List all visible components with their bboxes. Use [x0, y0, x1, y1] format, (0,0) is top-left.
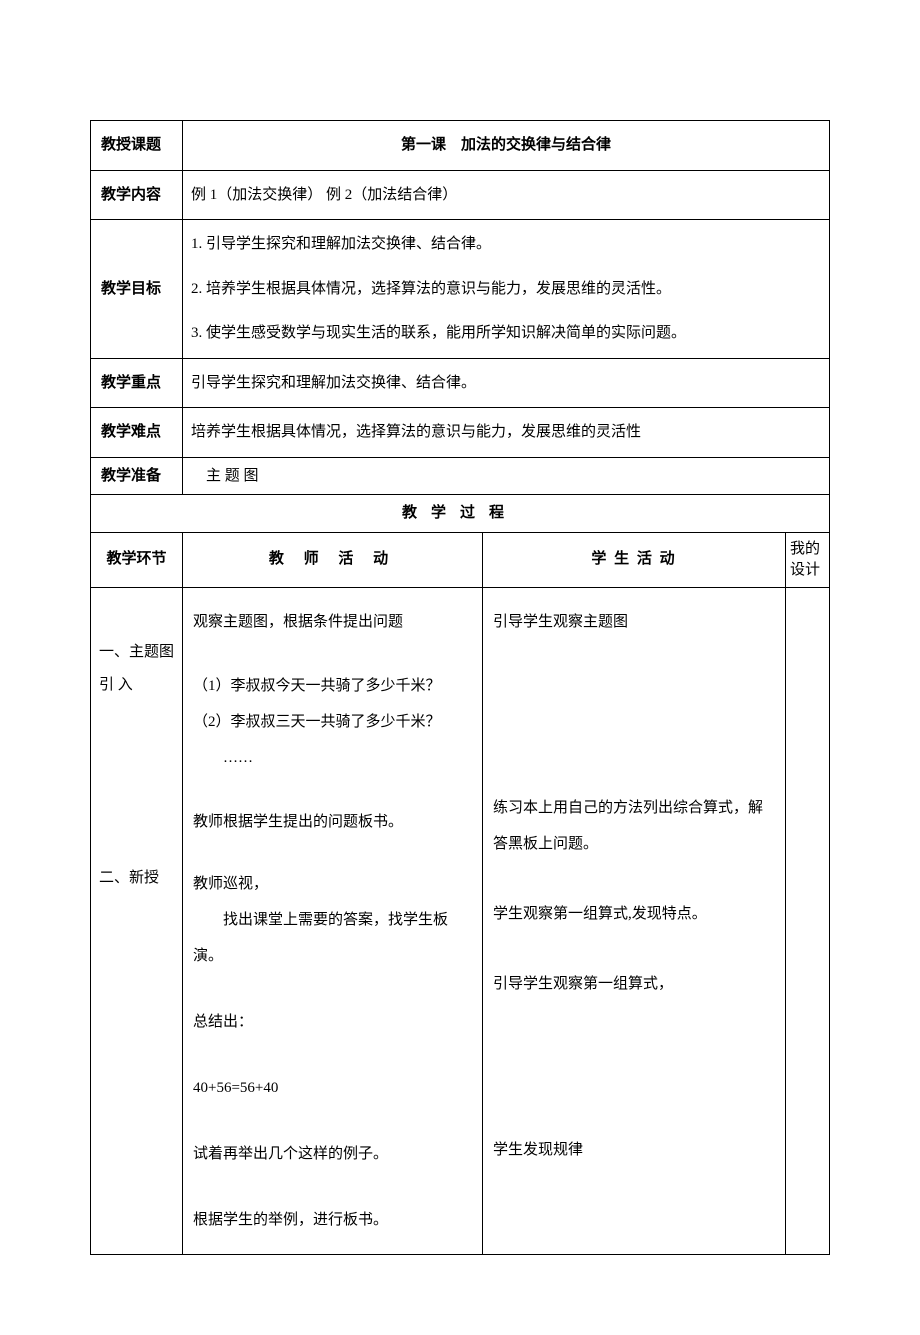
row-keypoint: 教学重点 引导学生探究和理解加法交换律、结合律。	[91, 358, 830, 408]
t-line-2: （1）李叔叔今天一共骑了多少千米？	[193, 668, 472, 704]
label-difficulty: 教学难点	[91, 408, 183, 458]
value-prep: 主 题 图	[183, 457, 830, 495]
label-keypoint: 教学重点	[91, 358, 183, 408]
col-student: 学 生 活 动	[483, 532, 786, 587]
stage-2: 二、新授	[99, 862, 174, 895]
row-goals: 教学目标 1. 引导学生探究和理解加法交换律、结合律。 2. 培养学生根据具体情…	[91, 220, 830, 359]
goal-3: 3. 使学生感受数学与现实生活的联系，能用所学知识解决简单的实际问题。	[191, 319, 821, 348]
t-line-10: 试着再举出几个这样的例子。	[193, 1136, 472, 1172]
goal-2: 2. 培养学生根据具体情况，选择算法的意识与能力，发展思维的灵活性。	[191, 275, 821, 304]
t-line-6: 教师巡视，	[193, 866, 472, 902]
label-goals: 教学目标	[91, 220, 183, 359]
teacher-activity: 观察主题图，根据条件提出问题 （1）李叔叔今天一共骑了多少千米？ （2）李叔叔三…	[183, 587, 483, 1254]
mydesign-cell	[786, 587, 830, 1254]
row-column-headers: 教学环节 教 师 活 动 学 生 活 动 我的设计	[91, 532, 830, 587]
value-topic: 第一课 加法的交换律与结合律	[183, 121, 830, 171]
label-content: 教学内容	[91, 170, 183, 220]
s-line-4: 引导学生观察第一组算式，	[493, 966, 775, 1002]
col-teacher: 教 师 活 动	[183, 532, 483, 587]
s-line-5: 学生发现规律	[493, 1132, 775, 1168]
t-line-4: ……	[193, 740, 472, 776]
t-line-5: 教师根据学生提出的问题板书。	[193, 804, 472, 840]
t-line-7: 找出课堂上需要的答案，找学生板演。	[193, 902, 472, 974]
row-process-body: 一、主题图引 入 二、新授 观察主题图，根据条件提出问题 （1）李叔叔今天一共骑…	[91, 587, 830, 1254]
row-process-header: 教学过程	[91, 495, 830, 533]
t-line-9: 40+56=56+40	[193, 1070, 472, 1106]
lesson-plan-table: 教授课题 第一课 加法的交换律与结合律 教学内容 例 1（加法交换律） 例 2（…	[90, 120, 830, 1255]
t-line-3: （2）李叔叔三天一共骑了多少千米？	[193, 704, 472, 740]
row-difficulty: 教学难点 培养学生根据具体情况，选择算法的意识与能力，发展思维的灵活性	[91, 408, 830, 458]
goal-1: 1. 引导学生探究和理解加法交换律、结合律。	[191, 230, 821, 259]
stage-1: 一、主题图引 入	[99, 636, 174, 702]
t-line-8: 总结出：	[193, 1004, 472, 1040]
row-topic: 教授课题 第一课 加法的交换律与结合律	[91, 121, 830, 171]
label-prep: 教学准备	[91, 457, 183, 495]
process-header: 教学过程	[91, 495, 830, 533]
value-content: 例 1（加法交换律） 例 2（加法结合律）	[183, 170, 830, 220]
label-topic: 教授课题	[91, 121, 183, 171]
row-content: 教学内容 例 1（加法交换律） 例 2（加法结合律）	[91, 170, 830, 220]
student-activity: 引导学生观察主题图 练习本上用自己的方法列出综合算式，解答黑板上问题。 学生观察…	[483, 587, 786, 1254]
s-line-1: 引导学生观察主题图	[493, 604, 775, 640]
s-line-3: 学生观察第一组算式,发现特点。	[493, 896, 775, 932]
t-line-11: 根据学生的举例，进行板书。	[193, 1202, 472, 1238]
row-prep: 教学准备 主 题 图	[91, 457, 830, 495]
t-line-1: 观察主题图，根据条件提出问题	[193, 604, 472, 640]
col-stage: 教学环节	[91, 532, 183, 587]
value-difficulty: 培养学生根据具体情况，选择算法的意识与能力，发展思维的灵活性	[183, 408, 830, 458]
value-keypoint: 引导学生探究和理解加法交换律、结合律。	[183, 358, 830, 408]
value-goals: 1. 引导学生探究和理解加法交换律、结合律。 2. 培养学生根据具体情况，选择算…	[183, 220, 830, 359]
lesson-plan-page: 教授课题 第一课 加法的交换律与结合律 教学内容 例 1（加法交换律） 例 2（…	[0, 0, 920, 1335]
stage-cells: 一、主题图引 入 二、新授	[91, 587, 183, 1254]
s-line-2: 练习本上用自己的方法列出综合算式，解答黑板上问题。	[493, 790, 775, 862]
col-mydesign: 我的设计	[786, 532, 830, 587]
